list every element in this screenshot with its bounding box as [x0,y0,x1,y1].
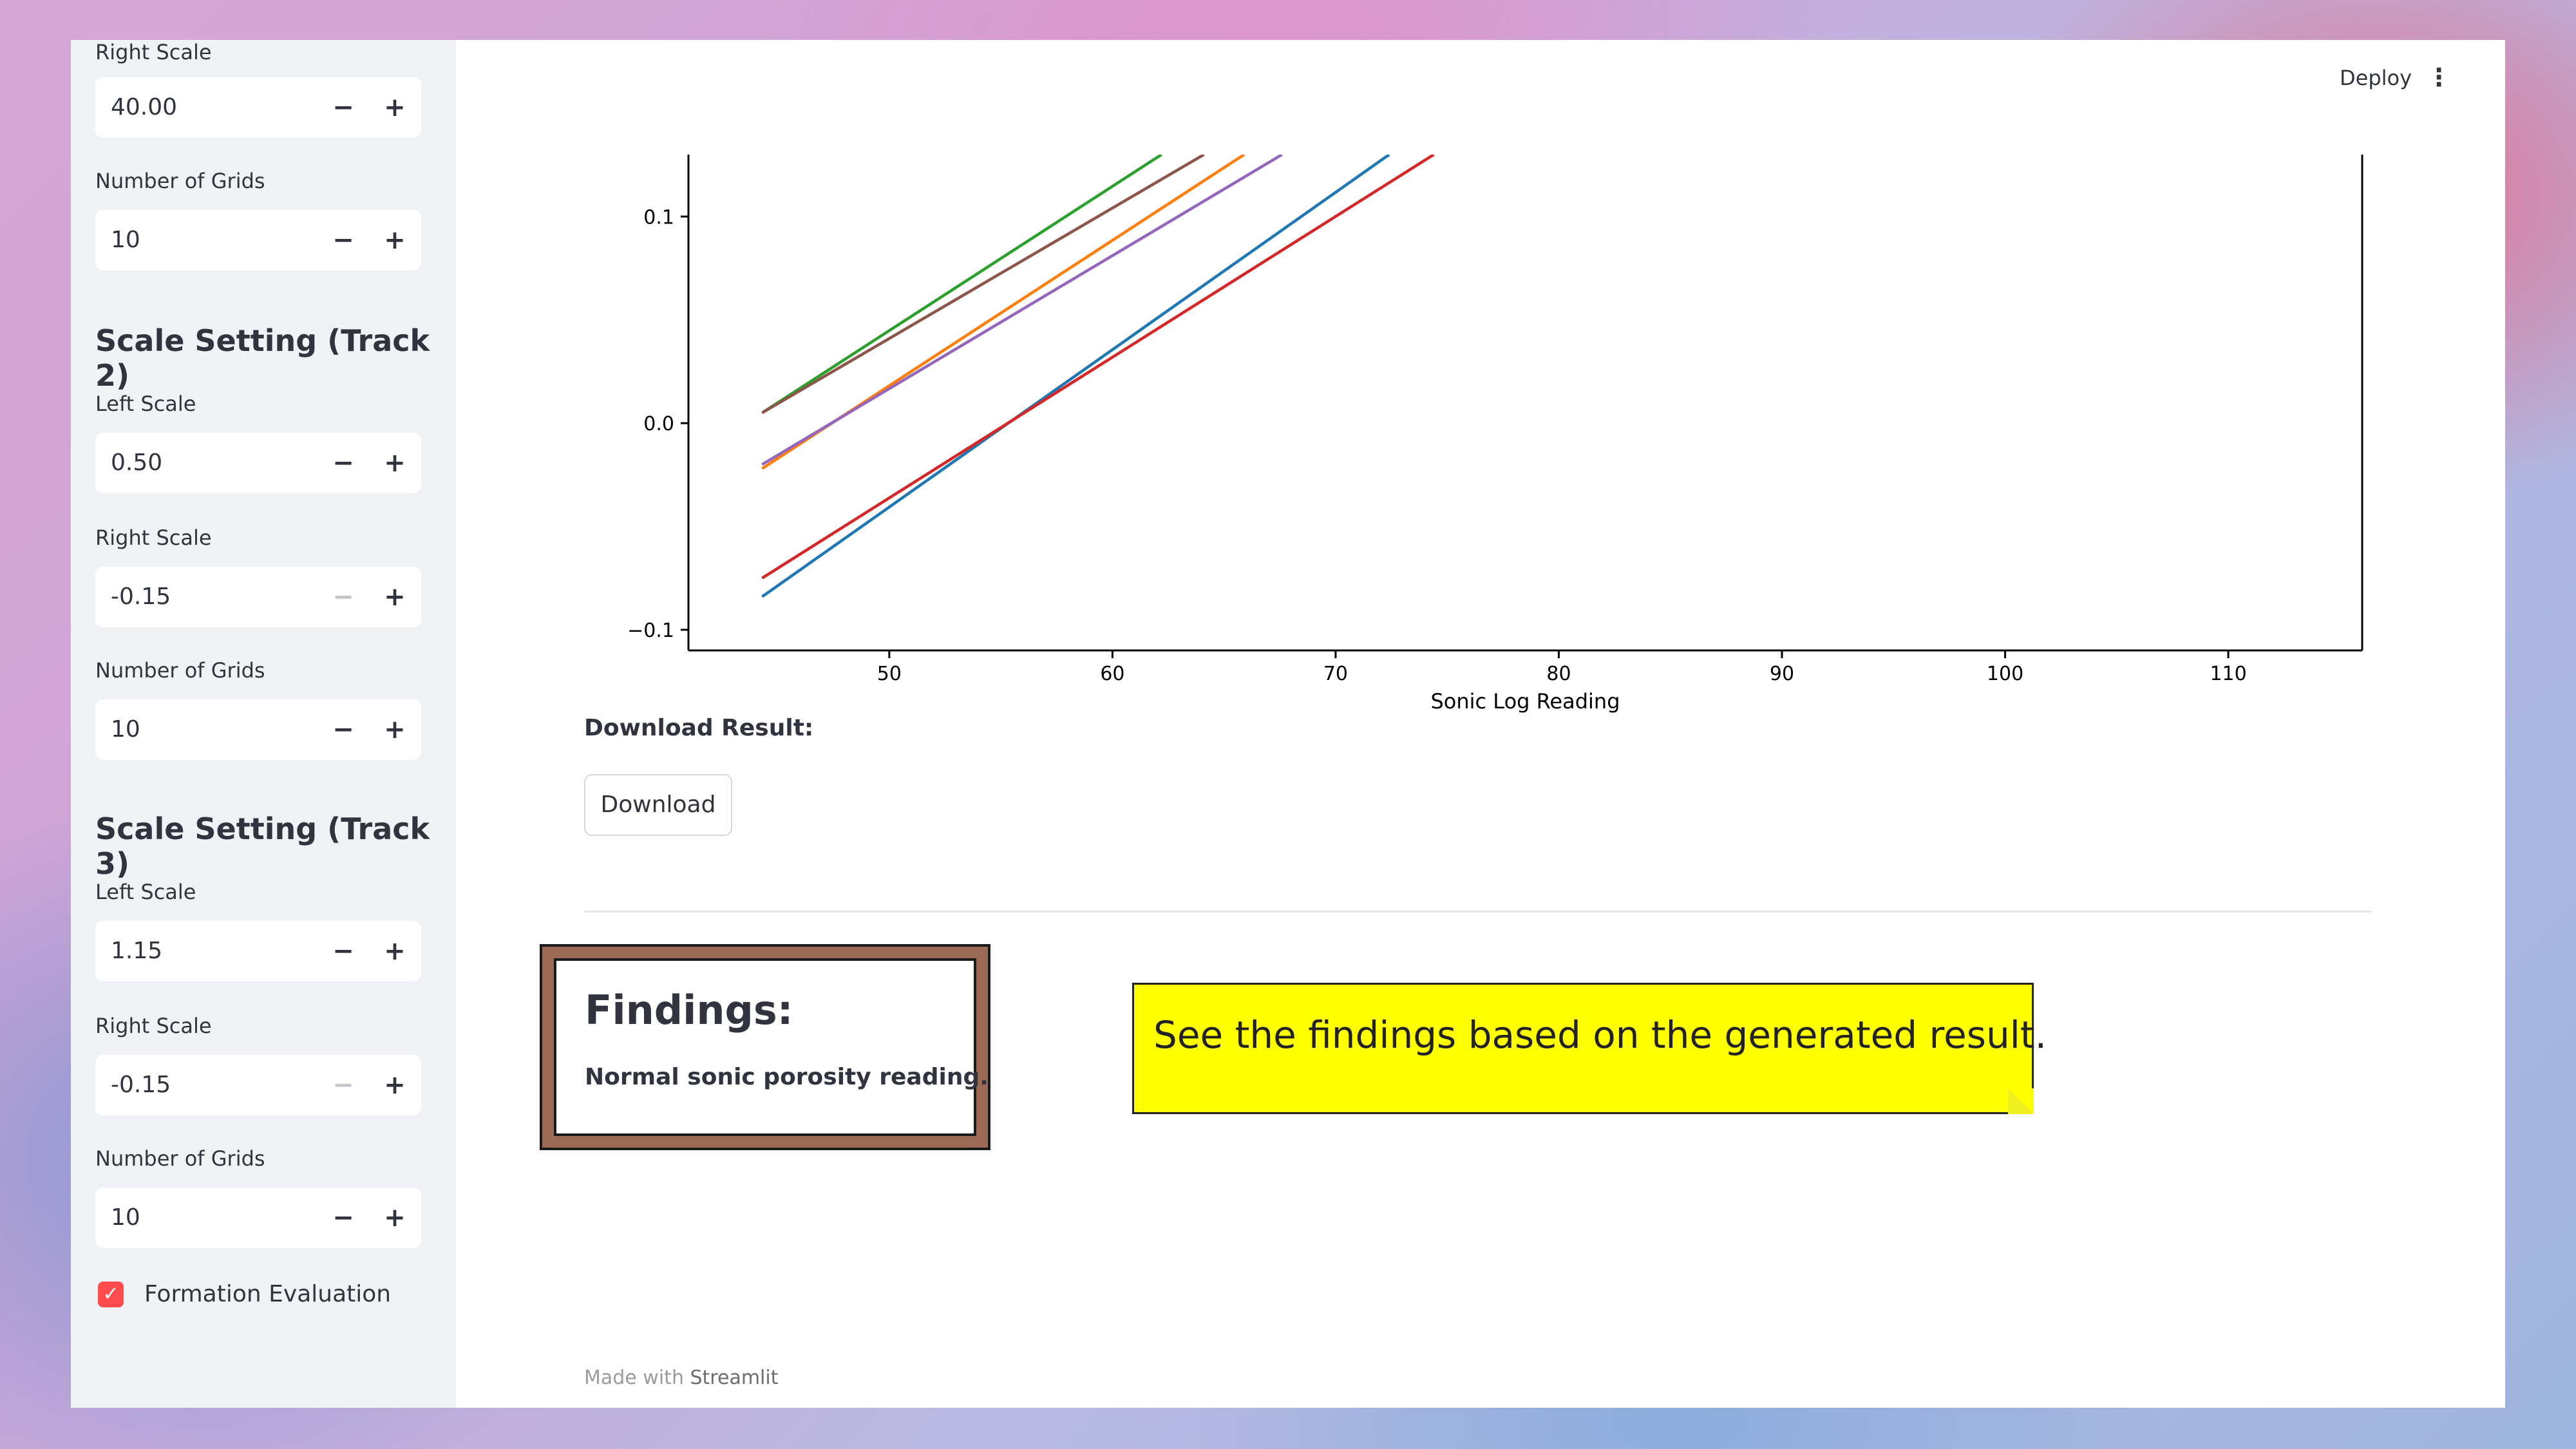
track3-grids-label: Number of Grids [95,1146,265,1171]
track3-left-scale-label: Left Scale [95,880,196,904]
track2-grids-value[interactable]: 10 [111,716,140,743]
track3-right-scale-input[interactable]: -0.15 − + [95,1055,421,1115]
findings-inner-panel: Findings: Normal sonic porosity reading. [554,958,989,1136]
y-tick-label: 0.0 [643,413,674,435]
track2-grids-label: Number of Grids [95,658,265,683]
track2-grids-increment-button[interactable]: + [384,715,406,744]
formation-evaluation-checkbox[interactable]: ✓ [98,1282,124,1307]
track3-grids-decrement-button[interactable]: − [332,1203,354,1233]
track3-grids-value[interactable]: 10 [111,1204,140,1231]
y-tick-label: −0.1 [627,620,674,642]
track2-left-scale-value[interactable]: 0.50 [111,450,163,476]
series-line-1 [761,155,1162,414]
series-line-6 [761,155,1435,580]
kebab-menu-icon[interactable]: ⋮ [2427,63,2451,91]
track2-left-scale-input[interactable]: 0.50 − + [95,433,421,493]
track1-grids-input[interactable]: 10 − + [95,210,421,270]
sticky-note-text: See the findings based on the generated … [1153,1013,2047,1057]
x-tick-label: 100 [1987,663,2023,685]
footer: Made with Streamlit [584,1367,778,1389]
sticky-note-fold-corner [2008,1088,2034,1114]
y-tick-label: 0.1 [643,206,674,229]
sonic-log-chart: 50 60 70 80 90 100 110 −0.1 0.0 0.1 Sonic Log Read… [520,111,2388,723]
series-line-5 [761,155,1390,598]
track1-grids-decrement-button[interactable]: − [332,225,354,255]
track3-left-scale-decrement-button[interactable]: − [332,936,354,966]
x-tick-label: 50 [877,663,902,685]
track2-left-scale-increment-button[interactable]: + [384,448,406,478]
download-button[interactable]: Download [584,774,732,836]
track1-grids-value[interactable]: 10 [111,227,140,253]
findings-box: Findings: Normal sonic porosity reading. [540,944,990,1150]
track3-heading: Scale Setting (Track 3) [95,811,430,881]
x-tick-label: 70 [1323,663,1348,685]
formation-evaluation-label[interactable]: Formation Evaluation [144,1281,392,1307]
streamlit-link[interactable]: Streamlit [690,1367,779,1389]
track1-right-scale-input[interactable]: 40.00 − + [95,77,421,138]
x-axis-label: Sonic Log Reading [1430,689,1620,714]
track3-right-scale-label: Right Scale [95,1014,212,1038]
track1-right-scale-increment-button[interactable]: + [384,93,406,122]
footer-prefix: Made with [584,1367,690,1389]
x-tick-label: 90 [1770,663,1794,685]
x-tick-label: 110 [2210,663,2246,685]
sticky-note: See the findings based on the generated … [1132,983,2047,1114]
track1-right-scale-value[interactable]: 40.00 [111,94,178,120]
app-window: Right Scale 40.00 − + Number of Grids 10… [71,40,2505,1408]
track1-right-scale-decrement-button[interactable]: − [332,93,354,122]
track2-left-scale-label: Left Scale [95,392,196,416]
track2-right-scale-input[interactable]: -0.15 − + [95,567,421,627]
track3-grids-increment-button[interactable]: + [384,1203,406,1233]
track2-right-scale-decrement-button[interactable]: − [332,582,354,612]
track3-right-scale-increment-button[interactable]: + [384,1070,406,1100]
series-line-4 [761,155,1283,466]
track2-right-scale-value[interactable]: -0.15 [111,583,171,610]
findings-title: Findings: [585,987,793,1034]
main-content: Deploy ⋮ 50 60 70 80 90 100 110 −0.1 0.0 0.1 Sonic… [456,40,2505,1408]
series-line-2 [761,155,1205,414]
track3-left-scale-value[interactable]: 1.15 [111,938,163,964]
section-divider [584,911,2372,913]
track3-right-scale-decrement-button[interactable]: − [332,1070,354,1100]
track2-grids-input[interactable]: 10 − + [95,699,421,760]
track1-grids-increment-button[interactable]: + [384,225,406,255]
download-result-label: Download Result: [584,715,814,741]
track2-right-scale-increment-button[interactable]: + [384,582,406,612]
sidebar: Right Scale 40.00 − + Number of Grids 10… [71,40,456,1408]
track1-grids-label: Number of Grids [95,169,265,193]
x-tick-label: 60 [1100,663,1124,685]
track2-right-scale-label: Right Scale [95,526,212,550]
track3-left-scale-input[interactable]: 1.15 − + [95,921,421,981]
findings-text: Normal sonic porosity reading. [585,1064,989,1090]
track3-right-scale-value[interactable]: -0.15 [111,1072,171,1098]
track1-right-scale-label: Right Scale [95,40,212,64]
chart-svg: 50 60 70 80 90 100 110 −0.1 0.0 0.1 Sonic Log Read… [627,155,2363,714]
deploy-button[interactable]: Deploy [2340,66,2412,90]
track3-left-scale-increment-button[interactable]: + [384,936,406,966]
track2-left-scale-decrement-button[interactable]: − [332,448,354,478]
track3-grids-input[interactable]: 10 − + [95,1188,421,1248]
x-tick-label: 80 [1546,663,1571,685]
track2-grids-decrement-button[interactable]: − [332,715,354,744]
track2-heading: Scale Setting (Track 2) [95,323,430,393]
